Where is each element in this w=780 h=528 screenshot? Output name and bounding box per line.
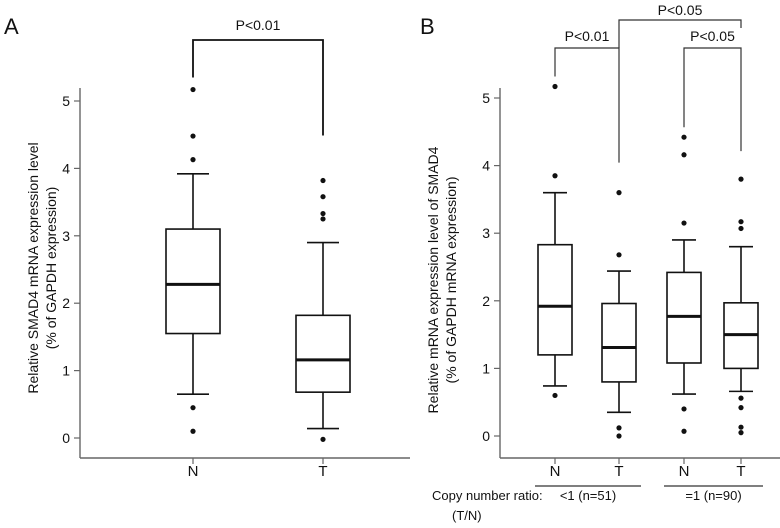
panel-b-box-1 <box>601 190 637 439</box>
outlier-point <box>190 405 196 411</box>
outlier-point <box>190 428 196 434</box>
p-value-label: P<0.01 <box>236 17 281 33</box>
panel-b-box-2 <box>666 134 702 434</box>
outlier-point <box>320 210 326 217</box>
outlier-point <box>320 216 326 222</box>
outlier-point <box>738 430 744 436</box>
outlier-point <box>552 392 558 399</box>
box-iqr <box>537 243 573 356</box>
p-value-label: P<0.05 <box>690 28 735 44</box>
outlier-point <box>738 405 744 411</box>
copy-number-ratio-unit: (T/N) <box>452 508 482 523</box>
panel-b-x-tick-label: T <box>736 463 745 480</box>
panel-a-annotations: P<0.01 <box>192 17 324 136</box>
p-value-label: P<0.05 <box>658 2 703 18</box>
copy-number-ratio-label: Copy number ratio: <box>432 488 543 503</box>
outlier-point <box>616 433 622 439</box>
outlier-point <box>738 424 744 430</box>
p-value-label: P<0.01 <box>565 28 610 44</box>
panel-b-y-tick-label: 2 <box>482 293 490 309</box>
group-label: =1 (n=90) <box>685 488 741 503</box>
panel-a-y-tick-label: 2 <box>62 295 70 311</box>
panel-a-boxes <box>165 86 351 442</box>
panel-a-y-tick-label: 3 <box>62 228 70 244</box>
panel-b-box-0 <box>537 83 573 399</box>
outlier-point <box>616 190 622 196</box>
panel-a-y-tick-label: 1 <box>62 363 70 379</box>
box-iqr <box>165 228 221 335</box>
panel-b-ylabel: Relative mRNA expression level of SMAD4 … <box>425 146 459 413</box>
panel-b: B Relative mRNA expression level of SMAD… <box>420 2 780 523</box>
panel-a-x-tick-label: T <box>318 463 327 480</box>
panel-a-y-tick-label: 4 <box>62 160 70 176</box>
panel-b-annotations: P<0.01 P<0.05 P<0.05 <box>554 2 742 163</box>
outlier-point <box>616 252 622 258</box>
panel-a-ylabel-line2: (% of GAPDH expression) <box>43 187 59 350</box>
outlier-point <box>738 219 744 225</box>
panel-b-y-tick-label: 3 <box>482 225 490 241</box>
panel-b-y-tick-label: 1 <box>482 360 490 376</box>
panel-b-x-tick-label: N <box>679 463 690 480</box>
outlier-point <box>552 173 558 179</box>
panel-a-ylabel: Relative SMAD4 mRNA expression level (% … <box>25 142 59 393</box>
outlier-point <box>681 428 687 434</box>
outlier-point <box>320 194 326 200</box>
significance-bracket <box>618 19 742 48</box>
panel-b-box-3 <box>723 176 759 436</box>
outlier-point <box>681 220 687 226</box>
panel-a-box-0 <box>165 86 221 434</box>
group-label: <1 (n=51) <box>560 488 616 503</box>
outlier-point <box>320 436 326 442</box>
panel-b-y-tick-label: 5 <box>482 90 490 106</box>
box-iqr <box>601 302 637 383</box>
panel-b-y-tick-label: 0 <box>482 428 490 444</box>
outlier-point <box>738 176 744 182</box>
panel-b-y-ticks: 0 1 2 3 4 5 <box>482 90 500 444</box>
panel-b-x-tick-label: N <box>550 463 561 480</box>
panel-a: A Relative SMAD4 mRNA expression level (… <box>4 14 410 480</box>
significance-bracket <box>554 47 620 163</box>
significance-bracket <box>683 47 742 152</box>
outlier-point <box>190 86 196 93</box>
panel-a-box-1 <box>295 177 351 442</box>
panel-a-x-tick-label: N <box>188 463 199 480</box>
panel-b-ylabel-line1: Relative mRNA expression level of SMAD4 <box>425 146 441 413</box>
outlier-point <box>681 406 687 412</box>
panel-b-boxes <box>537 83 759 439</box>
outlier-point <box>738 225 744 232</box>
outlier-point <box>616 425 622 431</box>
panel-b-y-tick-label: 4 <box>482 158 490 174</box>
outlier-point <box>738 395 744 401</box>
panel-a-y-tick-label: 5 <box>62 93 70 109</box>
panel-b-ylabel-line2: (% of GAPDH mRNA expression) <box>443 177 459 384</box>
panel-a-label: A <box>4 14 19 39</box>
panel-a-y-tick-label: 0 <box>62 430 70 446</box>
outlier-point <box>552 83 558 90</box>
outlier-point <box>190 133 196 139</box>
significance-bracket <box>192 39 324 136</box>
panel-a-axis <box>79 88 410 459</box>
panel-a-y-ticks: 0 1 2 3 4 5 <box>62 93 80 446</box>
panel-b-axis <box>499 88 780 459</box>
panel-a-ylabel-line1: Relative SMAD4 mRNA expression level <box>25 142 41 393</box>
outlier-point <box>681 134 687 140</box>
panel-b-groups: <1 (n=51) =1 (n=90) <box>535 485 763 503</box>
box-iqr <box>295 314 351 393</box>
panel-b-label: B <box>420 14 435 39</box>
outlier-point <box>320 177 326 184</box>
panel-b-x-tick-label: T <box>614 463 623 480</box>
outlier-point <box>190 157 196 163</box>
outlier-point <box>681 152 687 158</box>
